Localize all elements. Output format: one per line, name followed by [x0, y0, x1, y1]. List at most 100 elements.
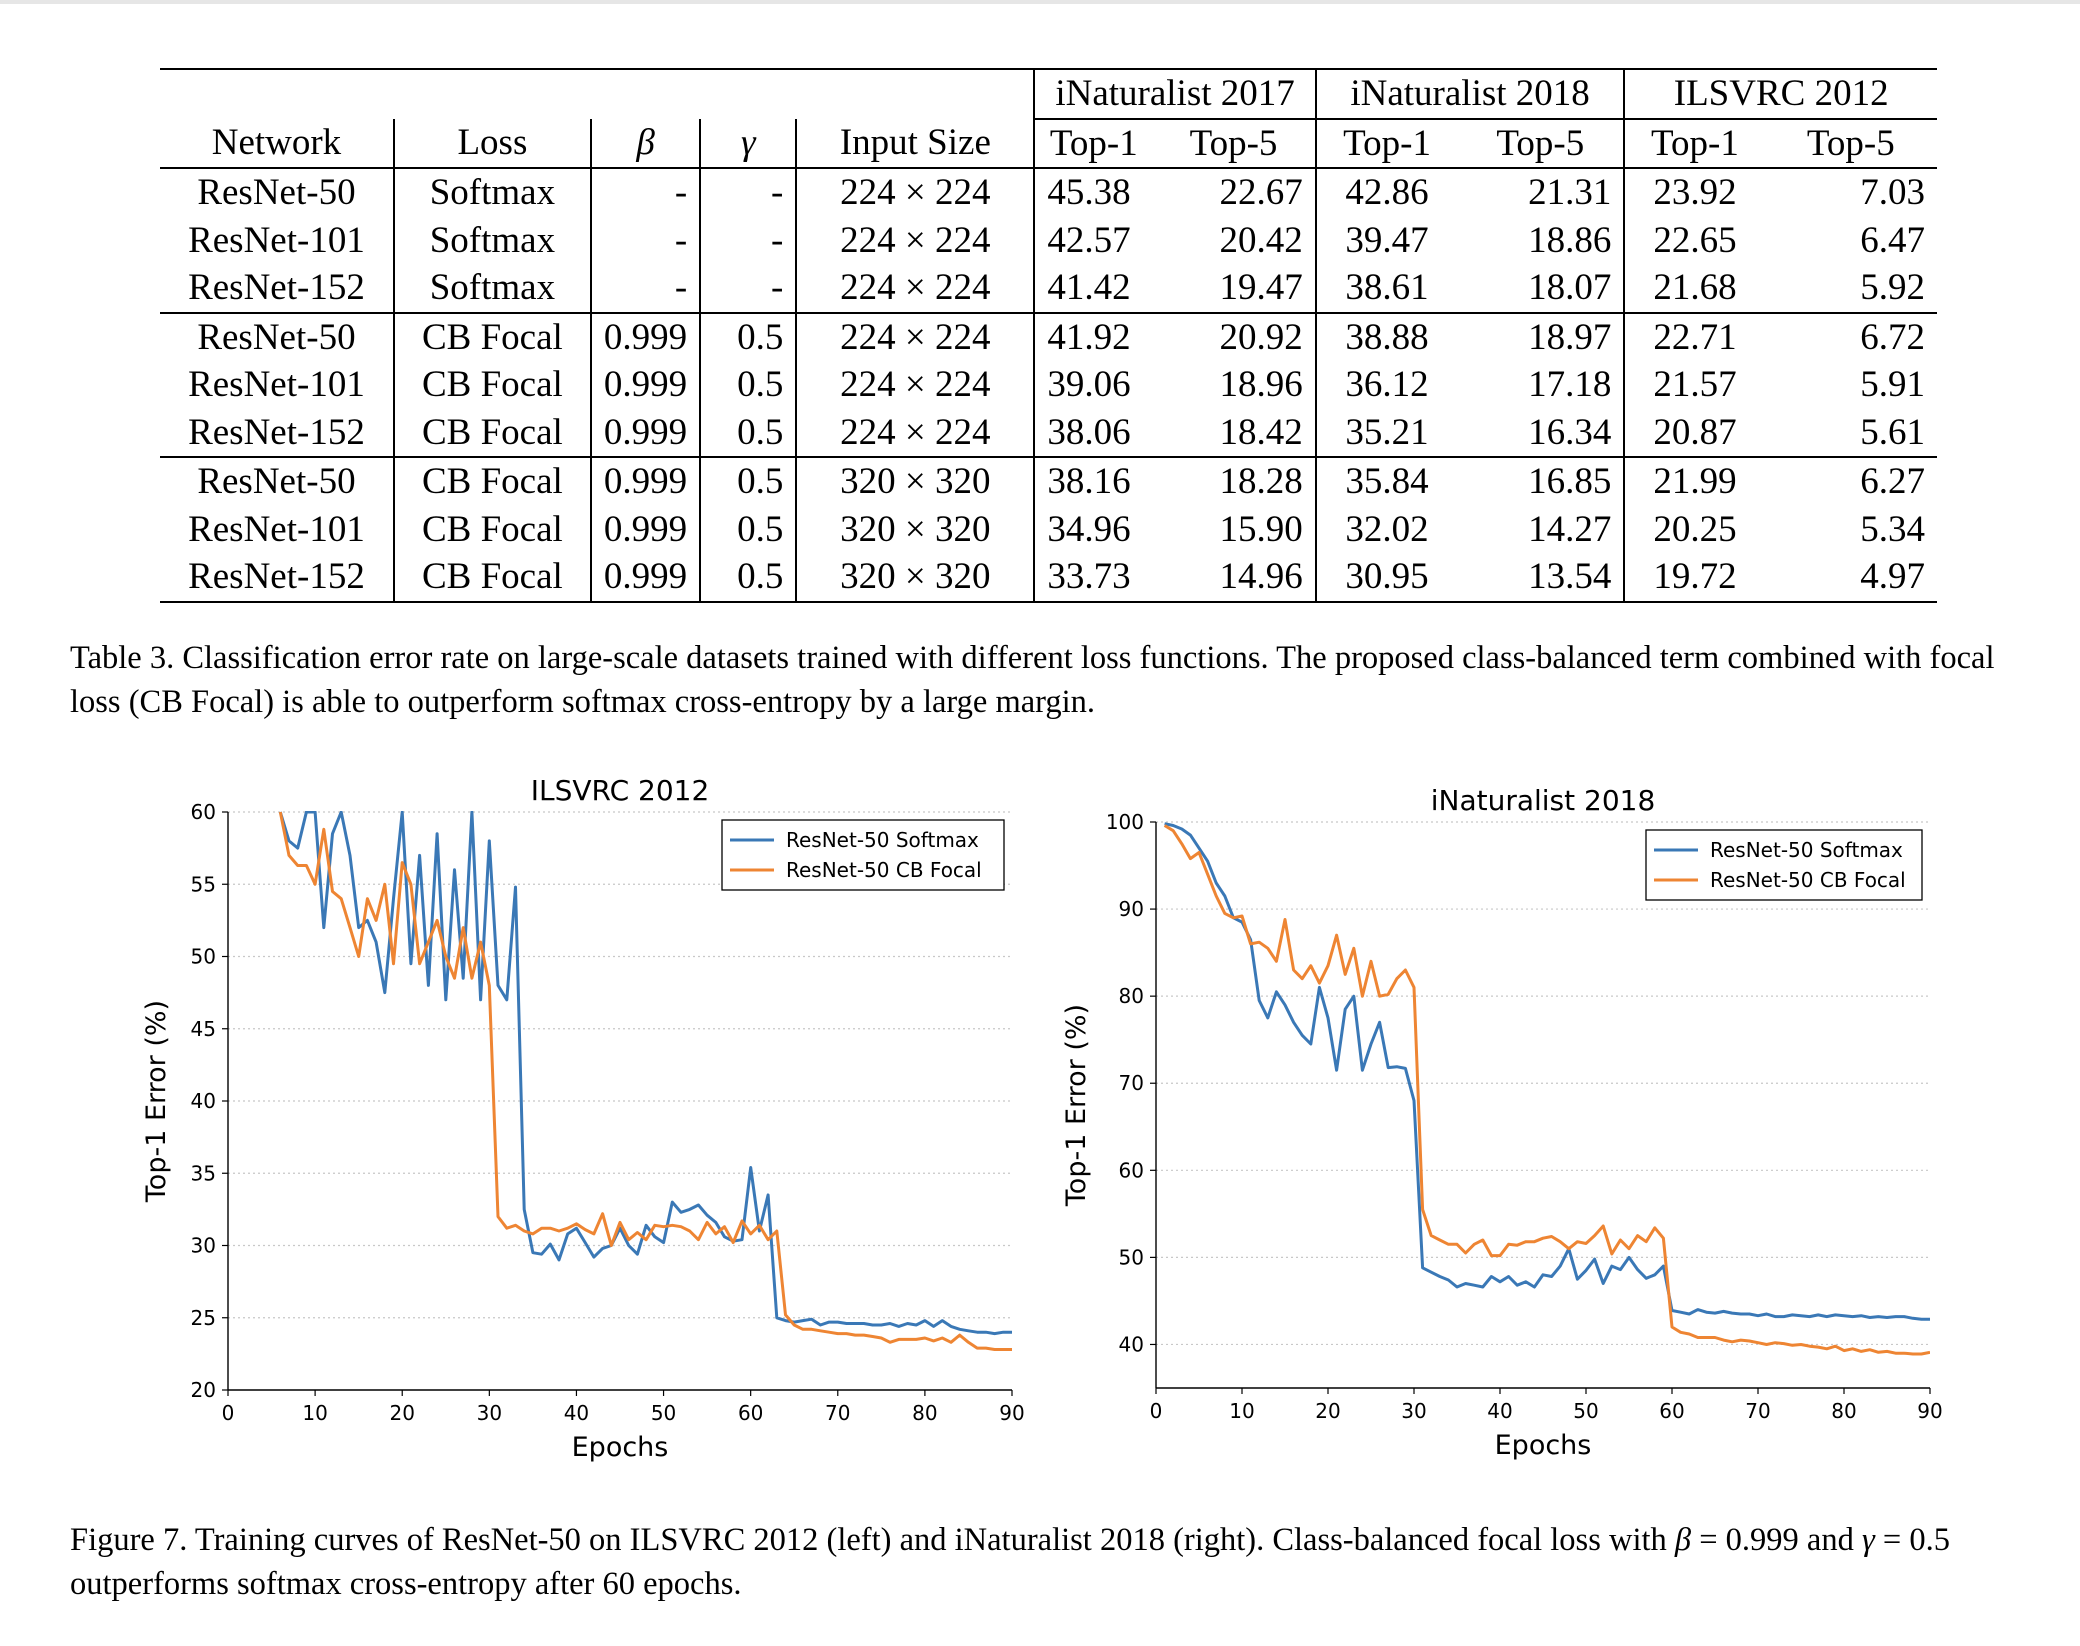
- series-line-cb-focal: [1163, 824, 1930, 1356]
- cell-inat2018-top5: 18.86: [1528, 219, 1612, 261]
- legend-label: ResNet-50 Softmax: [786, 828, 979, 852]
- cell-inat2017-top1: 42.57: [1033, 216, 1153, 264]
- cell-loss: Softmax: [392, 167, 591, 217]
- legend: ResNet-50 Softmax ResNet-50 CB Focal: [1645, 829, 1923, 901]
- cell-beta: 0.999: [589, 311, 701, 361]
- cell-inat2017-top1: 41.92: [1033, 311, 1153, 361]
- x-tick-label: 80: [912, 1401, 937, 1425]
- series-line-cb-focal: [278, 811, 1012, 1351]
- table-row: ResNet-101 Softmax - -224 × 224 42.57 20.42 39…: [160, 216, 1937, 264]
- x-tick-label: 60: [738, 1401, 763, 1425]
- table-row: ResNet-50 CB Focal 0.999 0.5 224 × 224 41.92 2…: [160, 311, 1937, 361]
- cell-network: ResNet-50: [160, 167, 394, 217]
- legend-label: ResNet-50 Softmax: [1710, 838, 1903, 862]
- cell-ilsvrc2012-top5: 6.27: [1764, 456, 1937, 506]
- cell-inat2017-top1: 38.06: [1033, 408, 1153, 457]
- cell-inat2018-top5: 13.54: [1457, 553, 1625, 603]
- cell-ilsvrc2012-top5: 5.91: [1860, 364, 1925, 406]
- y-tick-label: 30: [191, 1234, 216, 1258]
- cell-input-size: 320 × 320: [795, 505, 1035, 553]
- cell-gamma: 0.5: [699, 553, 797, 603]
- cell-inat2017-top5: 14.96: [1152, 553, 1316, 603]
- cell-inat2017-top1: 33.73: [1033, 553, 1153, 603]
- x-tick-label: 40: [1487, 1399, 1512, 1423]
- chart-title: iNaturalist 2018: [1431, 784, 1656, 817]
- cell-inat2018-top1: 32.02: [1314, 505, 1458, 553]
- x-tick-label: 0: [1150, 1399, 1163, 1423]
- table-group-header-row: iNaturalist 2017 iNaturalist 2018 ILSVRC…: [160, 68, 1937, 120]
- cell-inat2018-top1: 35.84: [1314, 456, 1458, 506]
- cell-gamma: -: [699, 264, 797, 313]
- table-row: ResNet-101 CB Focal 0.999 0.5 224 × 224 39.06…: [160, 361, 1937, 409]
- cell-inat2018-top1: 39.47: [1314, 216, 1458, 264]
- table-row: ResNet-152 Softmax - -224 × 224 41.42 19.47 38…: [160, 264, 1937, 313]
- cell-inat2017-top5: 20.92: [1152, 311, 1316, 361]
- group-header-inat2018: iNaturalist 2018: [1314, 68, 1625, 120]
- y-tick-label: 60: [1119, 1158, 1144, 1182]
- cell-inat2017-top1: 39.06: [1033, 361, 1153, 409]
- cell-loss: CB Focal: [392, 361, 591, 409]
- cell-inat2017-top1: 45.38: [1033, 167, 1153, 217]
- cell-inat2018-top5: 18.07: [1528, 267, 1612, 309]
- cell-ilsvrc2012-top5: 4.97: [1764, 553, 1937, 603]
- legend-box: [721, 819, 1005, 891]
- figure-caption-text-1: Figure 7. Training curves of ResNet-50 o…: [70, 1522, 1675, 1558]
- cell-ilsvrc2012-top1: 21.68: [1623, 264, 1765, 313]
- x-tick-label: 0: [222, 1401, 235, 1425]
- table-row: ResNet-50 CB Focal 0.999 0.5 320 × 320 38.16 1…: [160, 456, 1937, 506]
- cell-network: ResNet-152: [160, 553, 394, 603]
- cell-gamma: -: [699, 216, 797, 264]
- y-tick-label: 45: [191, 1017, 216, 1041]
- cell-beta: 0.999: [589, 456, 701, 506]
- cell-network: ResNet-101: [188, 508, 365, 550]
- cell-input-size: 224 × 224: [795, 408, 1035, 457]
- cell-input-size: 224 × 224: [795, 361, 1035, 409]
- x-tick-label: 70: [825, 1401, 850, 1425]
- cell-input-size: 224 × 224: [795, 216, 1035, 264]
- cell-inat2018-top1: 30.95: [1314, 553, 1458, 603]
- cell-ilsvrc2012-top5: 5.34: [1860, 508, 1925, 550]
- col-header-inat2018-top5: Top-5: [1496, 122, 1585, 164]
- cell-inat2017-top5: 18.96: [1219, 364, 1303, 406]
- page-top-border: [0, 0, 2080, 4]
- cell-inat2017-top5: 15.90: [1219, 508, 1303, 550]
- cell-loss: CB Focal: [392, 456, 591, 506]
- x-axis-title: Epochs: [572, 1432, 669, 1463]
- cell-network: ResNet-50: [160, 311, 394, 361]
- col-header-network: Network: [211, 122, 342, 164]
- y-tick-label: 70: [1119, 1071, 1144, 1095]
- cell-beta: 0.999: [589, 553, 701, 603]
- cell-inat2017-top5: 18.28: [1152, 456, 1316, 506]
- cell-inat2018-top5: 21.31: [1457, 167, 1625, 217]
- y-tick-label: 35: [191, 1161, 216, 1185]
- x-tick-label: 50: [651, 1401, 676, 1425]
- cell-network: ResNet-101: [188, 364, 365, 406]
- cell-network: ResNet-152: [188, 411, 365, 453]
- col-header-gamma: γ: [699, 118, 797, 168]
- x-tick-label: 80: [1831, 1399, 1856, 1423]
- cell-network: ResNet-152: [188, 267, 365, 309]
- x-tick-label: 20: [389, 1401, 414, 1425]
- cell-ilsvrc2012-top1: 19.72: [1623, 553, 1765, 603]
- chart-ilsvrc2012: 0 10 20 30 40 50 60 70 80 90 20 25 30 35 40 45 50 55 60 ILS…: [141, 774, 1025, 1463]
- y-tick-label: 55: [191, 872, 216, 896]
- series-line-softmax: [1164, 822, 1930, 1321]
- cell-ilsvrc2012-top1: 21.57: [1623, 361, 1765, 409]
- col-header-input-size: Input Size: [795, 118, 1035, 168]
- cell-loss: CB Focal: [392, 408, 591, 457]
- cell-ilsvrc2012-top5: 7.03: [1764, 167, 1937, 217]
- cell-gamma: -: [699, 167, 797, 217]
- col-header-beta: β: [589, 118, 701, 168]
- cell-ilsvrc2012-top1: 20.87: [1623, 408, 1765, 457]
- x-tick-label: 50: [1573, 1399, 1598, 1423]
- cell-ilsvrc2012-top1: 21.99: [1623, 456, 1765, 506]
- x-tick-label: 60: [1659, 1399, 1684, 1423]
- cell-gamma: 0.5: [699, 311, 797, 361]
- cell-ilsvrc2012-top1: 23.92: [1623, 167, 1765, 217]
- col-header-inat2017-top5: Top-5: [1189, 122, 1278, 164]
- results-table: iNaturalist 2017 iNaturalist 2018 ILSVRC…: [160, 68, 1937, 603]
- cell-inat2017-top5: 22.67: [1152, 167, 1316, 217]
- col-header-inat2017-top1: Top-1: [1033, 118, 1153, 168]
- legend-label: ResNet-50 CB Focal: [1710, 868, 1906, 892]
- figure-caption: Figure 7. Training curves of ResNet-50 o…: [70, 1518, 2040, 1606]
